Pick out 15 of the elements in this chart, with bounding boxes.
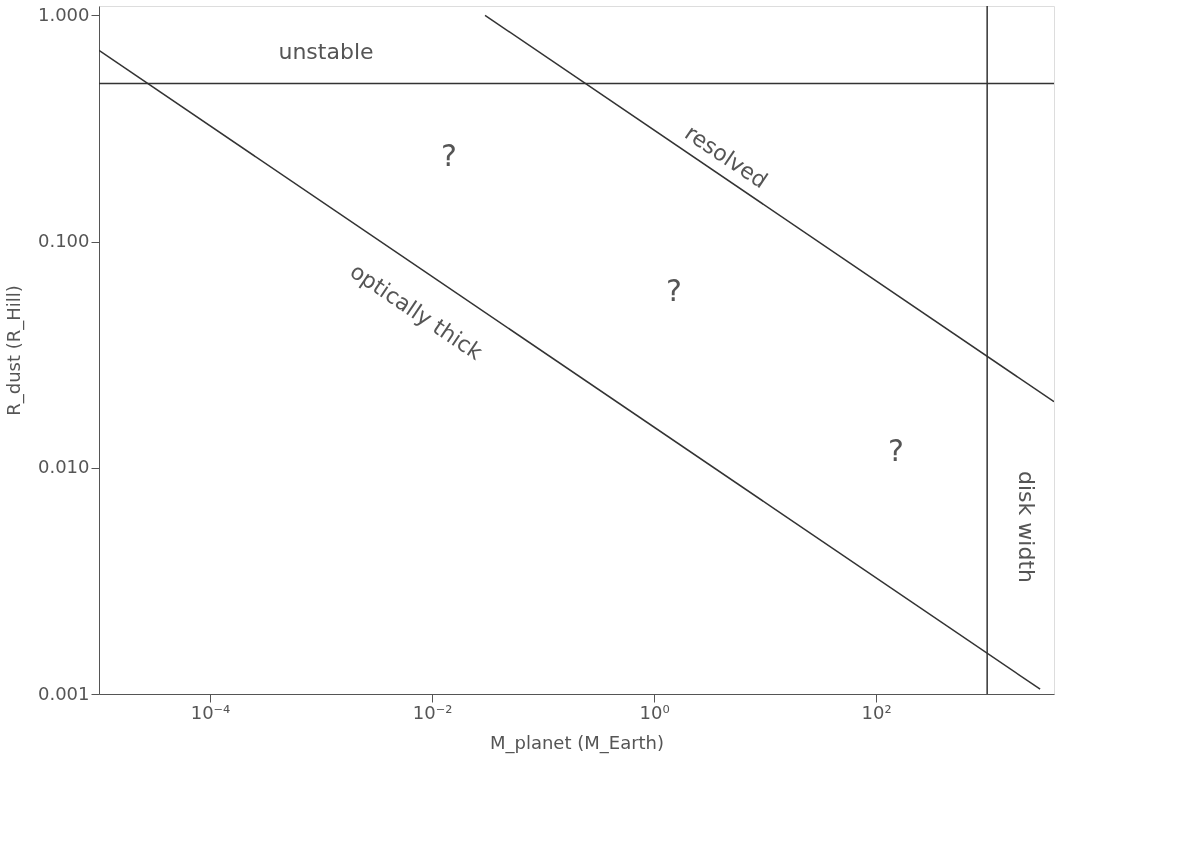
y-tick-label: 0.100 <box>37 230 90 252</box>
x-axis-title: M_planet (M_Earth) <box>489 731 665 754</box>
y-tick-label: 1.000 <box>37 3 90 25</box>
annotation: ? <box>441 138 457 173</box>
y-tick-label: 0.001 <box>37 682 90 704</box>
x-tick-label: 10⁻² <box>412 701 453 723</box>
y-axis-title: R_dust (R_Hill) <box>2 285 25 416</box>
x-tick-label: 10² <box>861 701 892 723</box>
x-tick-label: 10⁻⁴ <box>190 701 231 723</box>
annotation: disk width <box>1014 471 1039 583</box>
annotation: unstable <box>278 39 374 64</box>
y-tick-label: 0.010 <box>37 456 90 478</box>
annotation: ? <box>666 273 682 308</box>
annotation: ? <box>888 433 904 468</box>
x-tick-label: 10⁰ <box>639 701 670 723</box>
